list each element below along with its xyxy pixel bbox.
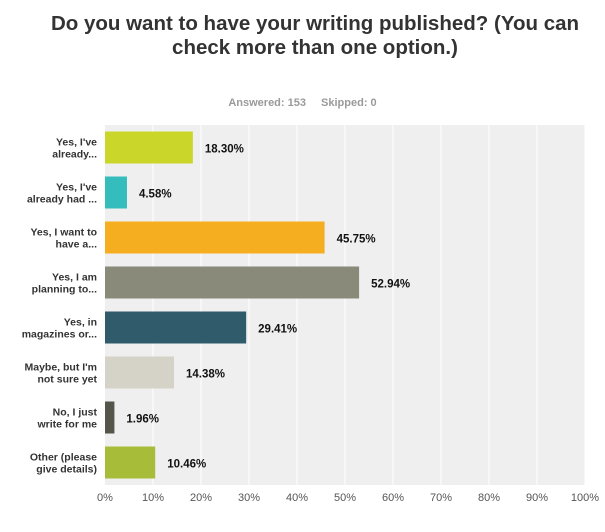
value-label: 45.75% [337, 234, 376, 246]
x-axis-ticks: 0% 10% 20% 30% 40% 50% 60% 70% 80% 90% 100% [97, 492, 599, 504]
x-tick-label: 70% [430, 492, 452, 504]
category-label: Other (please give details) [30, 452, 97, 476]
skipped-count: Skipped: 0 [321, 97, 377, 109]
bar [105, 131, 193, 164]
x-tick-label: 50% [334, 492, 356, 504]
x-tick-label: 10% [142, 492, 164, 504]
x-tick-label: 80% [478, 492, 500, 504]
x-tick-label: 90% [526, 492, 548, 504]
category-label: Yes, in magazines or... [22, 317, 97, 341]
category-label: Yes, I want to have a... [30, 227, 97, 251]
value-label: 18.30% [205, 144, 244, 156]
x-tick-label: 60% [382, 492, 404, 504]
value-label: 1.96% [126, 414, 159, 426]
category-label: Maybe, but I'm not sure yet [24, 362, 97, 386]
category-label: No, I just write for me [36, 407, 97, 431]
value-label: 10.46% [167, 459, 206, 471]
x-tick-label: 30% [238, 492, 260, 504]
x-tick-label: 40% [286, 492, 308, 504]
answered-count: Answered: 153 [228, 97, 306, 109]
chart-title: Do you want to have your writing publish… [50, 12, 580, 59]
x-tick-label: 0% [97, 492, 113, 504]
bar [105, 221, 325, 254]
bar [105, 446, 156, 479]
value-label: 52.94% [371, 279, 410, 291]
bars [105, 131, 360, 479]
category-label: Yes, I've already... [52, 137, 97, 161]
x-tick-label: 100% [571, 492, 599, 504]
category-labels: Yes, I've already... Yes, I've already had … [22, 137, 98, 476]
value-label: 4.58% [139, 189, 172, 201]
value-labels: 18.30% 4.58% 45.75% 52.94% 29.41% 14.38% 1.96%… [126, 144, 410, 471]
response-summary: Answered: 153 Skipped: 0 [0, 97, 605, 109]
value-label: 14.38% [186, 369, 225, 381]
bar [105, 266, 360, 299]
category-label: Yes, I've already had ... [27, 182, 97, 206]
bar [105, 311, 247, 344]
grid-lines [152, 125, 586, 485]
value-label: 29.41% [258, 324, 297, 336]
bar [105, 176, 127, 209]
category-label: Yes, I am planning to... [32, 272, 97, 296]
bar [105, 356, 175, 389]
x-tick-label: 20% [190, 492, 212, 504]
bar [105, 401, 115, 434]
